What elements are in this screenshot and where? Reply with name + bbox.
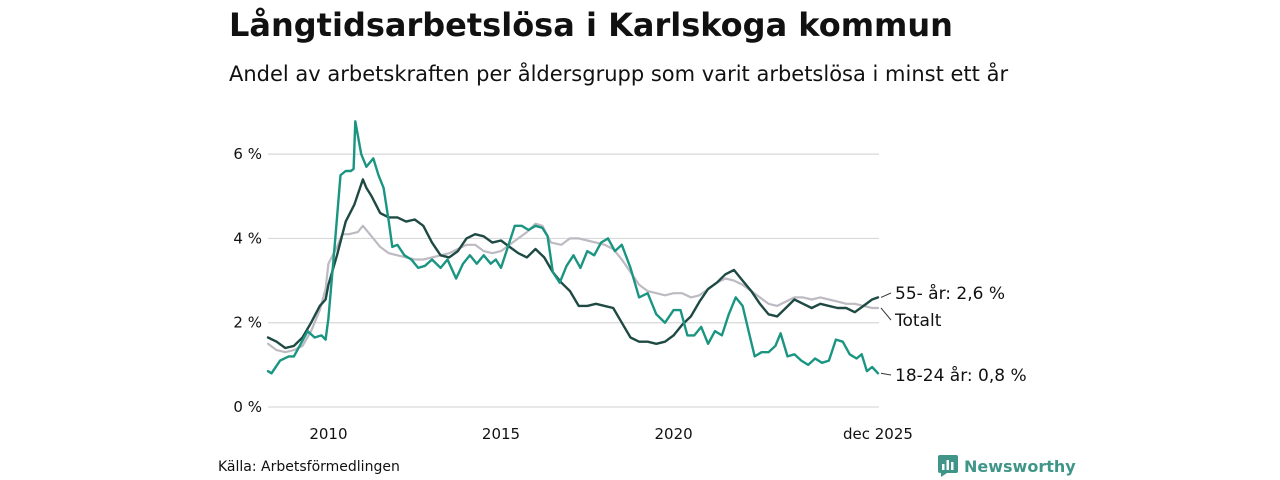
y-tick-label: 0 % [233,398,262,416]
leader-line-youth [880,372,892,376]
x-tick-label: 2015 [482,425,520,443]
leader-line-total [880,307,892,321]
y-tick-label: 2 % [233,314,262,332]
series-label-youth: 18-24 år: 0,8 % [895,365,1027,386]
x-tick-label: 2020 [655,425,693,443]
series-lines [266,120,880,375]
brand-name: Newsworthy [964,456,1076,476]
series-end-labels: Totalt 55- år: 2,6 % 18-24 år: 0,8 % [880,283,1027,386]
leader-line-older [880,292,892,298]
series-label-older: 55- år: 2,6 % [895,283,1005,304]
series-label-total: Totalt [894,311,942,331]
newsworthy-logo-icon [938,455,958,477]
chart-title: Långtidsarbetslösa i Karlskoga kommun [229,6,953,44]
x-tick-label: 2010 [309,425,347,443]
y-tick-label: 6 % [233,145,262,163]
series-line-older [266,178,880,350]
series-line-total [266,222,880,354]
y-tick-label: 4 % [233,229,262,247]
x-tick-label: dec 2025 [843,425,913,443]
source-note: Källa: Arbetsförmedlingen [218,459,400,475]
x-tick-labels: 2010 2015 2020 dec 2025 [309,425,913,443]
y-tick-labels: 0 % 2 % 4 % 6 % [233,145,262,416]
series-line-youth [266,120,880,375]
chart-subtitle: Andel av arbetskraften per åldersgrupp s… [229,62,1009,86]
brand-logo: Newsworthy [938,455,1076,477]
